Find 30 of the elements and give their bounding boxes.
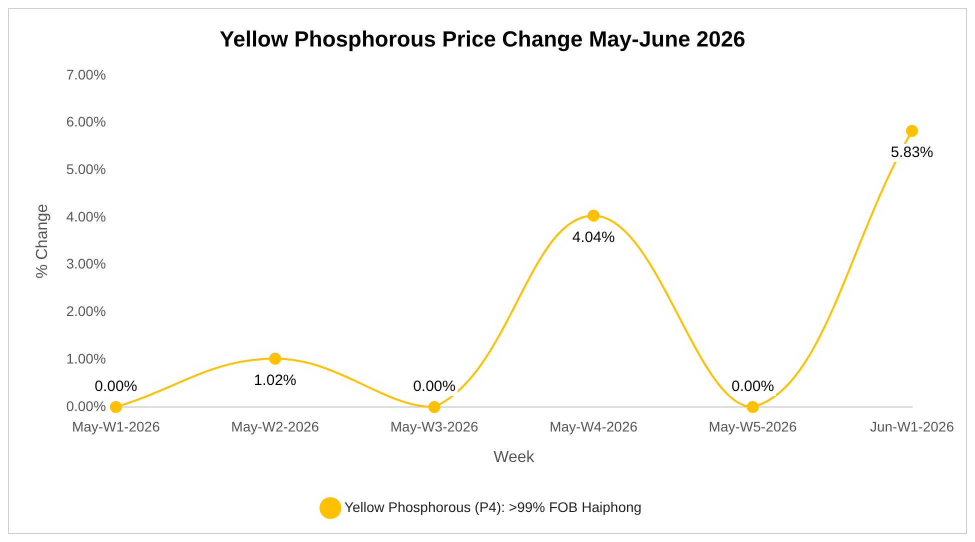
x-tick-label: May-W1-2026	[72, 418, 160, 434]
x-tick-label: May-W5-2026	[708, 418, 797, 434]
x-tick-label: May-W2-2026	[231, 418, 320, 434]
point	[588, 210, 600, 222]
data-label: 0.00%	[94, 378, 138, 396]
y-tick-label: 4.00%	[66, 208, 106, 224]
chart-title: Yellow Phosphorous Price Change May-June 2026	[220, 26, 746, 52]
point	[906, 124, 918, 137]
y-tick-label: 3.00%	[66, 256, 106, 272]
x-tick-label: Jun-W1-2026	[870, 418, 954, 434]
point	[110, 401, 122, 413]
y-tick-label: 5.00%	[66, 161, 106, 177]
x-axis-title: Week	[494, 448, 536, 466]
data-label: 4.04%	[572, 228, 615, 246]
data-label: 0.00%	[731, 378, 774, 396]
point	[428, 401, 440, 413]
y-tick-label: 6.00%	[66, 114, 106, 130]
data-label: 1.02%	[254, 372, 296, 389]
x-tick-label: May-W4-2026	[550, 418, 638, 434]
legend-label: Yellow Phosphorous (P4): >99% FOB Haiphong	[344, 498, 642, 515]
point	[269, 352, 282, 365]
y-tick-label: 2.00%	[66, 303, 106, 320]
y-tick-label: 0.00%	[66, 398, 106, 414]
data-label: 0.00%	[413, 378, 456, 396]
x-tick-label: May-W3-2026	[390, 418, 478, 434]
y-tick-label: 7.00%	[66, 66, 106, 82]
data-label: 5.83%	[890, 144, 934, 161]
point	[746, 401, 759, 413]
y-tick-label: 1.00%	[66, 350, 106, 366]
y-axis-title: % Change	[34, 204, 52, 279]
